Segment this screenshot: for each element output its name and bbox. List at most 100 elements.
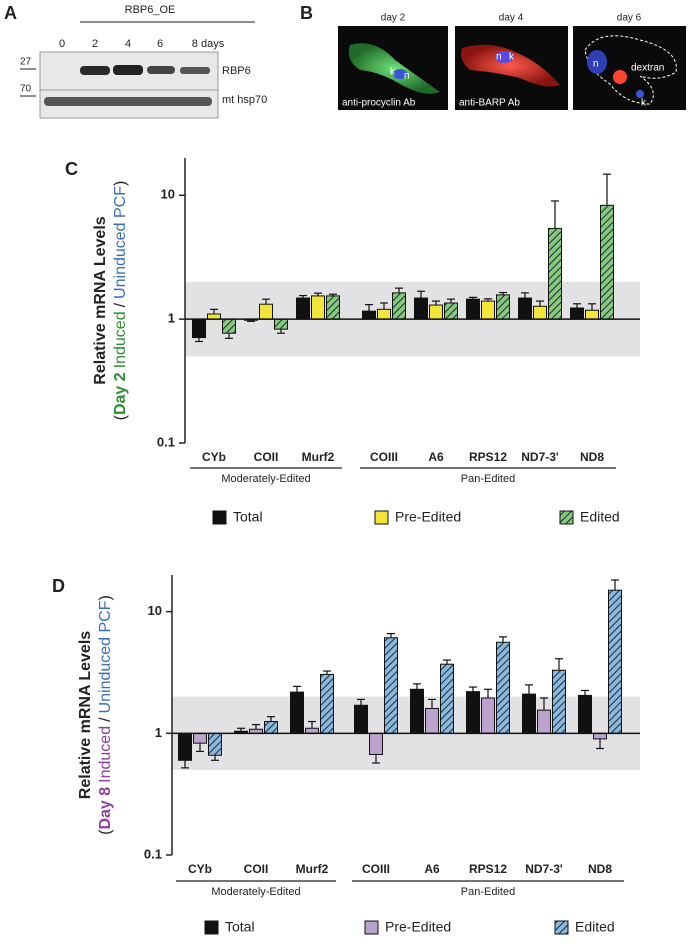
legend-label: Pre-Edited <box>395 509 461 525</box>
bar <box>429 304 443 320</box>
x-tick-label: ND7-3' <box>521 450 559 464</box>
cell <box>348 43 440 94</box>
image-title: day 4 <box>499 13 524 24</box>
row-label: mt hsp70 <box>222 94 267 106</box>
bar <box>290 691 304 734</box>
lane-label: 2 <box>92 38 98 50</box>
construct-label: RBP6_OE <box>125 4 176 16</box>
marker-label: 70 <box>20 84 32 95</box>
blot-band <box>180 67 210 74</box>
bar <box>552 669 566 734</box>
x-tick-label: CYb <box>188 862 212 876</box>
panel-letter: C <box>65 159 78 179</box>
y-axis-sublabel-part: Uninduced PCF <box>112 186 129 299</box>
error-bar <box>596 738 604 750</box>
y-axis-sublabel-part: Day 2 <box>112 372 129 415</box>
lane-label: 6 <box>157 38 163 50</box>
error-bar <box>469 686 477 692</box>
error-bar <box>357 698 365 706</box>
bar <box>585 309 599 320</box>
x-tick-label: Murf2 <box>302 450 335 464</box>
bar <box>392 292 406 320</box>
error-bar <box>540 697 548 711</box>
organelle-label: k <box>509 52 515 63</box>
y-axis-sublabel: (Day 8 Induced / Uninduced PCF) <box>97 595 114 835</box>
error-bar <box>432 300 440 306</box>
bar <box>466 298 480 320</box>
error-bar <box>308 720 316 729</box>
error-bar <box>428 698 436 709</box>
legend-swatch <box>554 920 569 935</box>
error-bar <box>372 754 380 764</box>
y-tick-label: 0.1 <box>157 434 175 449</box>
bar <box>377 308 391 320</box>
y-tick-label: 0.1 <box>144 846 162 861</box>
lane-label: 4 <box>125 38 131 50</box>
bar <box>440 663 454 734</box>
legend-swatch <box>204 920 219 935</box>
y-axis-sublabel-part: ) <box>97 595 114 600</box>
x-tick-label: RPS12 <box>469 862 507 876</box>
error-bar <box>225 333 233 339</box>
bar <box>481 697 495 734</box>
error-bar <box>210 308 218 315</box>
bar <box>578 694 592 734</box>
nucleus <box>495 51 513 63</box>
x-tick-label: COII <box>244 862 269 876</box>
row-label: RBP6 <box>222 65 251 77</box>
y-tick-label: 1 <box>155 725 162 740</box>
error-bar <box>252 723 260 730</box>
blot-band <box>113 65 143 75</box>
group-label: Moderately-Edited <box>211 886 300 898</box>
bar <box>311 295 325 320</box>
nucleus <box>393 69 407 79</box>
error-bar <box>484 688 492 699</box>
organelle-label: n <box>404 71 410 82</box>
y-tick-label: 10 <box>161 187 175 202</box>
error-bar <box>611 579 619 591</box>
error-bar <box>387 632 395 638</box>
x-tick-label: CYb <box>202 450 226 464</box>
bar <box>264 721 278 734</box>
bar <box>570 307 584 320</box>
blot-band <box>80 66 110 75</box>
x-tick-label: Murf2 <box>296 862 329 876</box>
error-bar <box>299 294 307 299</box>
error-bar <box>417 290 425 299</box>
group-label: Pan-Edited <box>461 473 515 485</box>
bar <box>533 305 547 320</box>
bar <box>496 641 510 734</box>
x-tick-label: ND8 <box>580 450 604 464</box>
bar <box>354 704 368 734</box>
error-bar <box>237 727 245 732</box>
error-bar <box>413 683 421 690</box>
error-bar <box>293 685 301 693</box>
bar <box>425 707 439 734</box>
bar <box>208 732 222 756</box>
nucleus <box>587 50 607 74</box>
bar <box>192 318 206 339</box>
bar <box>410 688 424 734</box>
error-bar <box>525 684 533 695</box>
panel-letter: D <box>52 576 65 596</box>
error-bar <box>277 329 285 334</box>
y-axis-sublabel-part: Day 8 <box>97 787 114 830</box>
y-tick-label: 10 <box>148 603 162 618</box>
bar <box>259 303 273 320</box>
bar <box>296 297 310 320</box>
legend-label: Edited <box>575 919 615 935</box>
bar <box>593 732 607 740</box>
y-axis-label: Relative mRNA Levels <box>92 216 109 384</box>
error-bar <box>551 200 559 229</box>
x-tick-label: COIII <box>362 862 390 876</box>
bar <box>362 310 376 320</box>
y-axis-sublabel-part: ( <box>112 414 129 420</box>
error-bar <box>443 659 451 665</box>
error-bar <box>195 337 203 343</box>
error-bar <box>536 300 544 307</box>
image-title: day 2 <box>381 13 406 24</box>
bar <box>178 732 192 761</box>
group-label: Pan-Edited <box>461 886 515 898</box>
y-axis-sublabel-part: Induced <box>112 311 129 368</box>
error-bar <box>499 636 507 643</box>
